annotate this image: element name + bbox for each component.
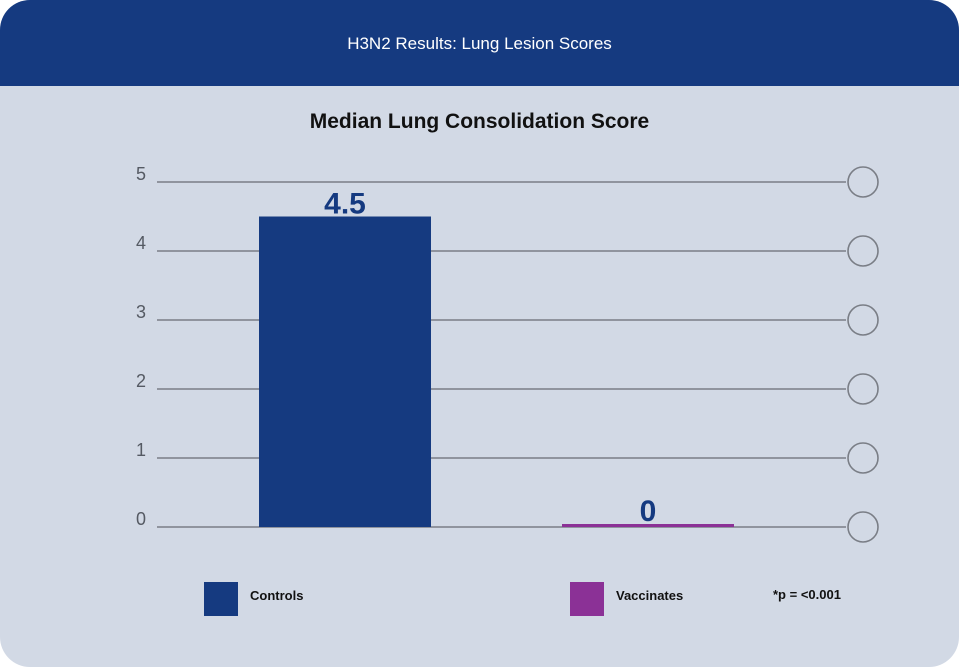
y-tick-label: 1 (136, 440, 146, 460)
chart-title: Median Lung Consolidation Score (309, 110, 650, 133)
y-tick-label: 3 (136, 302, 146, 322)
bar-vaccinates (562, 524, 734, 527)
gridline-end-circle (847, 373, 879, 405)
y-tick-label: 0 (136, 509, 146, 529)
header-bar: H3N2 Results: Lung Lesion Scores (0, 0, 959, 86)
legend-label-controls: Controls (250, 588, 304, 603)
gridline-end-circle (847, 235, 879, 267)
y-tick-label: 4 (136, 233, 146, 253)
gridline-end-circle (847, 304, 879, 336)
legend-swatch-controls (204, 582, 238, 616)
gridline-end-circle (847, 442, 879, 474)
y-tick-label: 5 (136, 164, 146, 184)
data-label: 0 (640, 495, 657, 528)
legend-label-vaccinates: Vaccinates (616, 588, 684, 603)
header-title: H3N2 Results: Lung Lesion Scores (347, 34, 612, 53)
data-label: 4.5 (324, 188, 366, 221)
legend-swatch-vaccinates (570, 582, 604, 616)
bar-controls (259, 216, 431, 527)
significance-note: *p = <0.001 (773, 587, 841, 602)
y-tick-label: 2 (136, 371, 146, 391)
gridline-end-circle (847, 166, 879, 198)
gridline-end-circle (847, 511, 879, 543)
